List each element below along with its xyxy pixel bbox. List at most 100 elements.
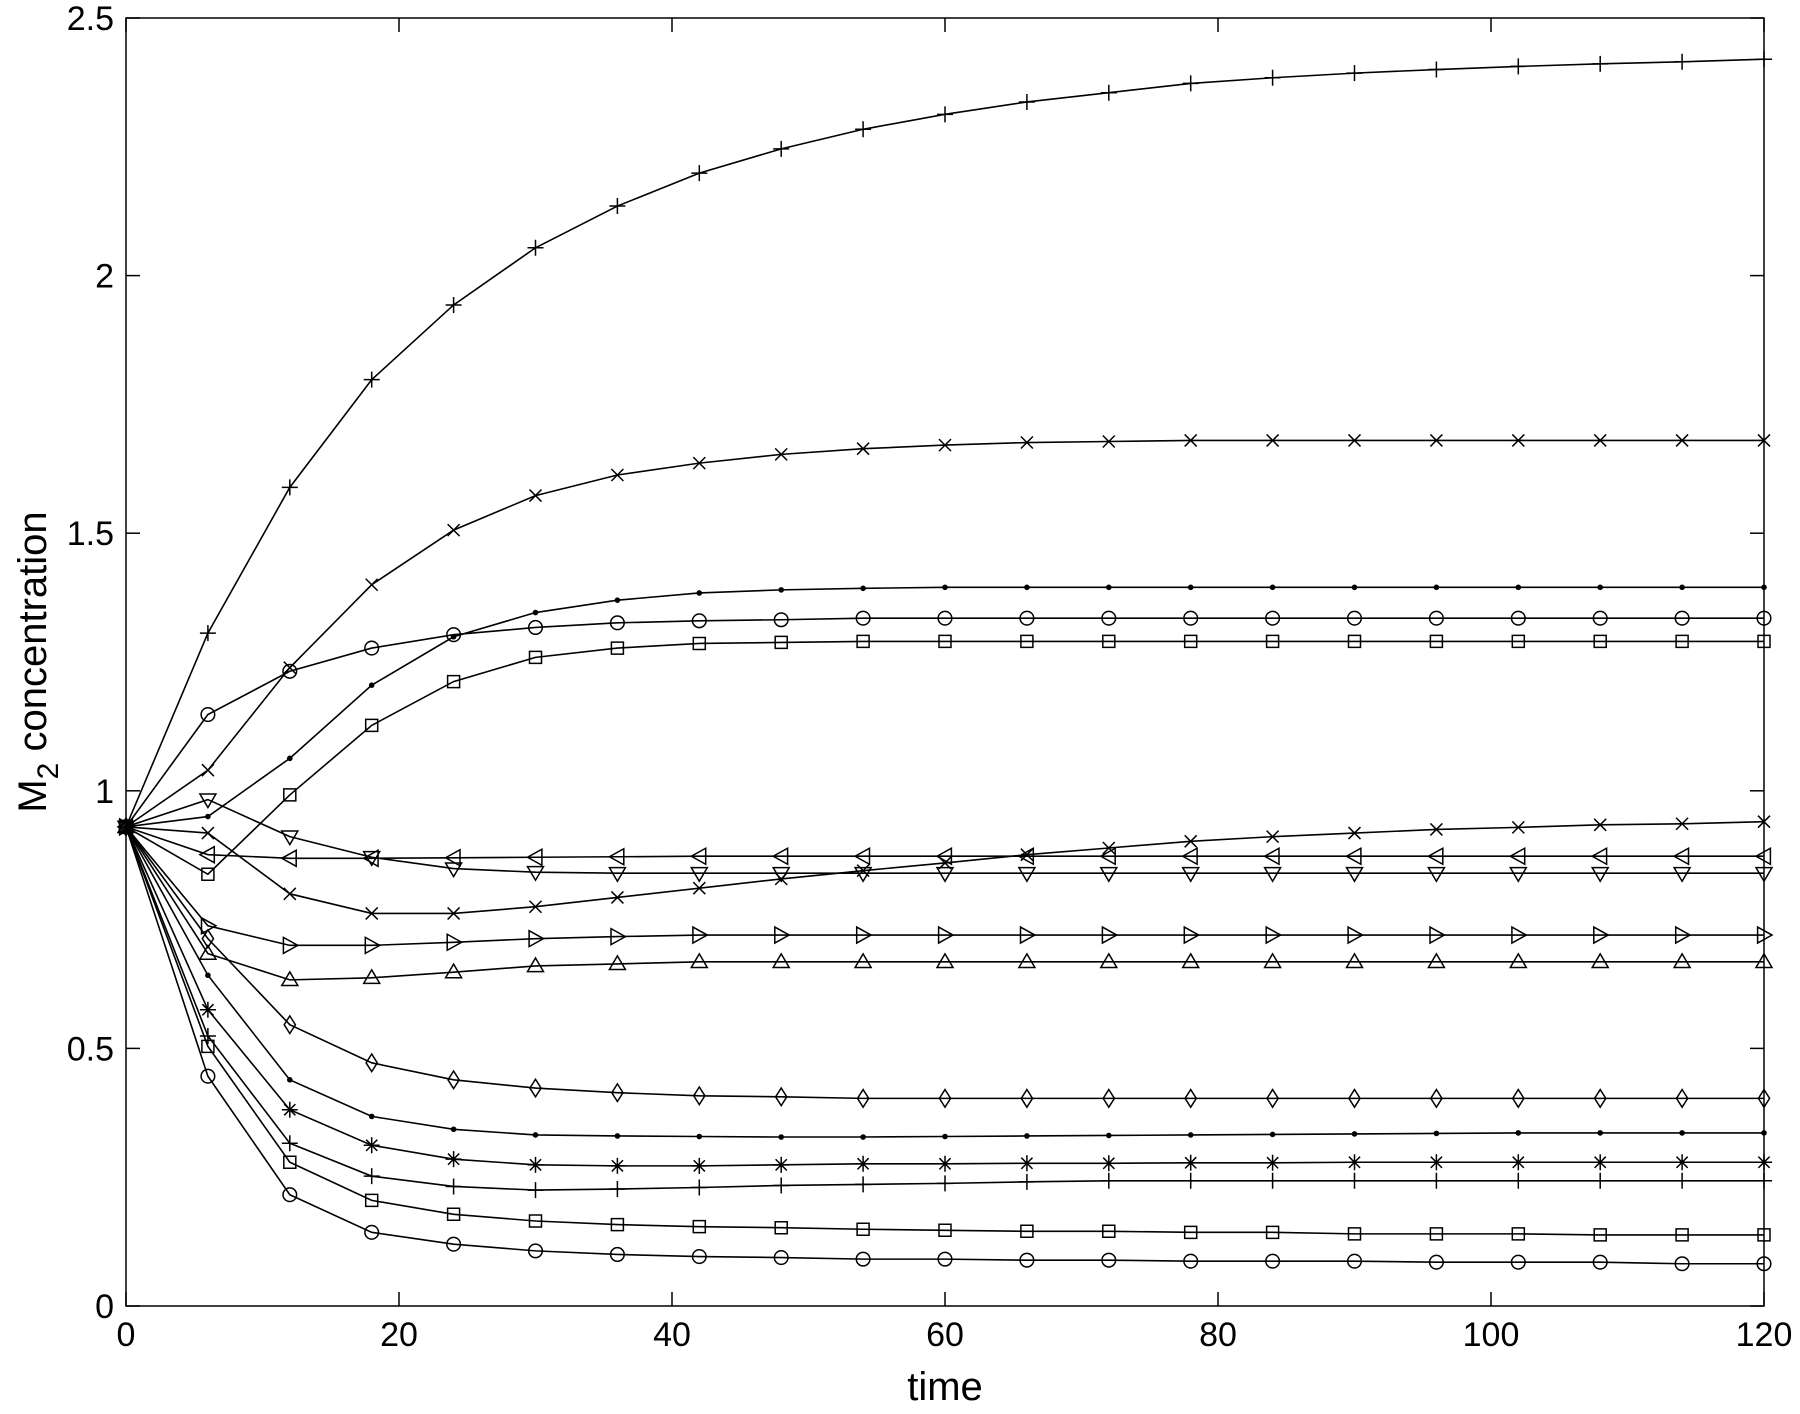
marker [1429,634,1444,649]
marker [201,928,215,949]
marker [1675,1088,1689,1109]
marker [1429,1227,1444,1241]
marker [1182,1154,1199,1171]
marker [1592,1172,1609,1189]
marker [1429,1088,1443,1109]
marker [201,763,215,777]
marker [446,627,462,643]
marker [283,1014,297,1035]
y-axis-label: M2 concentration [11,511,65,812]
marker [1265,634,1280,649]
marker [1099,866,1119,883]
marker [935,952,955,969]
marker [198,944,218,960]
marker [1017,952,1037,969]
marker [1346,1172,1363,1189]
marker [774,447,788,461]
marker [1346,65,1363,82]
marker [942,1133,948,1140]
marker [1757,634,1771,649]
marker [1263,952,1282,969]
marker [1515,584,1522,591]
marker [855,121,872,138]
marker [1106,1132,1112,1139]
marker [1429,433,1443,447]
marker [610,468,624,482]
marker [608,866,627,883]
marker [201,867,215,882]
marker [1757,1088,1771,1109]
marker [1756,610,1772,626]
marker [771,846,789,866]
marker [1020,1088,1034,1109]
marker [201,826,215,840]
x-tick-label: 40 [653,1316,691,1354]
marker [200,707,216,723]
marker [1672,952,1692,969]
marker [1024,1133,1030,1139]
marker [610,1082,624,1103]
marker [532,1132,539,1138]
marker [692,636,707,651]
marker [446,1207,461,1222]
marker [1590,866,1610,883]
marker [528,1214,543,1228]
marker [1347,1227,1362,1241]
marker [1101,610,1117,626]
series-line [125,826,1764,860]
marker [1756,925,1774,945]
marker [1427,866,1446,883]
marker [528,489,543,503]
marker [205,972,211,979]
marker [1672,846,1690,866]
marker [938,1223,952,1238]
marker [1679,1130,1685,1136]
marker [1183,1225,1198,1240]
marker [444,848,461,868]
marker [1674,925,1692,945]
marker [1264,1154,1281,1171]
marker [1428,1254,1444,1270]
marker [1101,1252,1117,1268]
marker [1018,93,1035,110]
marker [691,1179,708,1196]
marker [1511,1088,1525,1109]
marker [1674,1154,1691,1171]
y-axis-label-subscript: 2 [32,763,65,780]
marker [853,952,873,969]
marker [363,371,380,388]
x-tick-label: 100 [1463,1316,1520,1354]
marker [609,198,626,215]
marker [610,927,627,946]
series [116,817,1772,868]
marker [856,1088,870,1109]
marker [1265,1253,1281,1269]
marker [1020,634,1034,649]
marker [1344,846,1362,866]
marker [527,239,544,256]
marker [446,932,464,952]
series-line [125,826,1764,981]
marker [201,1039,215,1054]
marker [691,613,707,629]
marker [1345,866,1364,883]
marker [1508,866,1528,883]
marker [1347,433,1362,447]
marker [1593,925,1610,945]
marker [282,663,298,679]
marker [1264,1172,1281,1189]
marker [446,1236,462,1252]
marker [1345,952,1364,969]
marker [773,1156,790,1173]
marker [1757,815,1771,829]
marker [1102,434,1116,449]
marker [937,1155,953,1172]
marker [1020,848,1034,862]
marker [1428,61,1445,78]
marker [1508,952,1528,969]
marker [1020,435,1034,450]
marker [1433,1130,1440,1137]
marker [1429,822,1443,836]
marker [855,1176,872,1193]
